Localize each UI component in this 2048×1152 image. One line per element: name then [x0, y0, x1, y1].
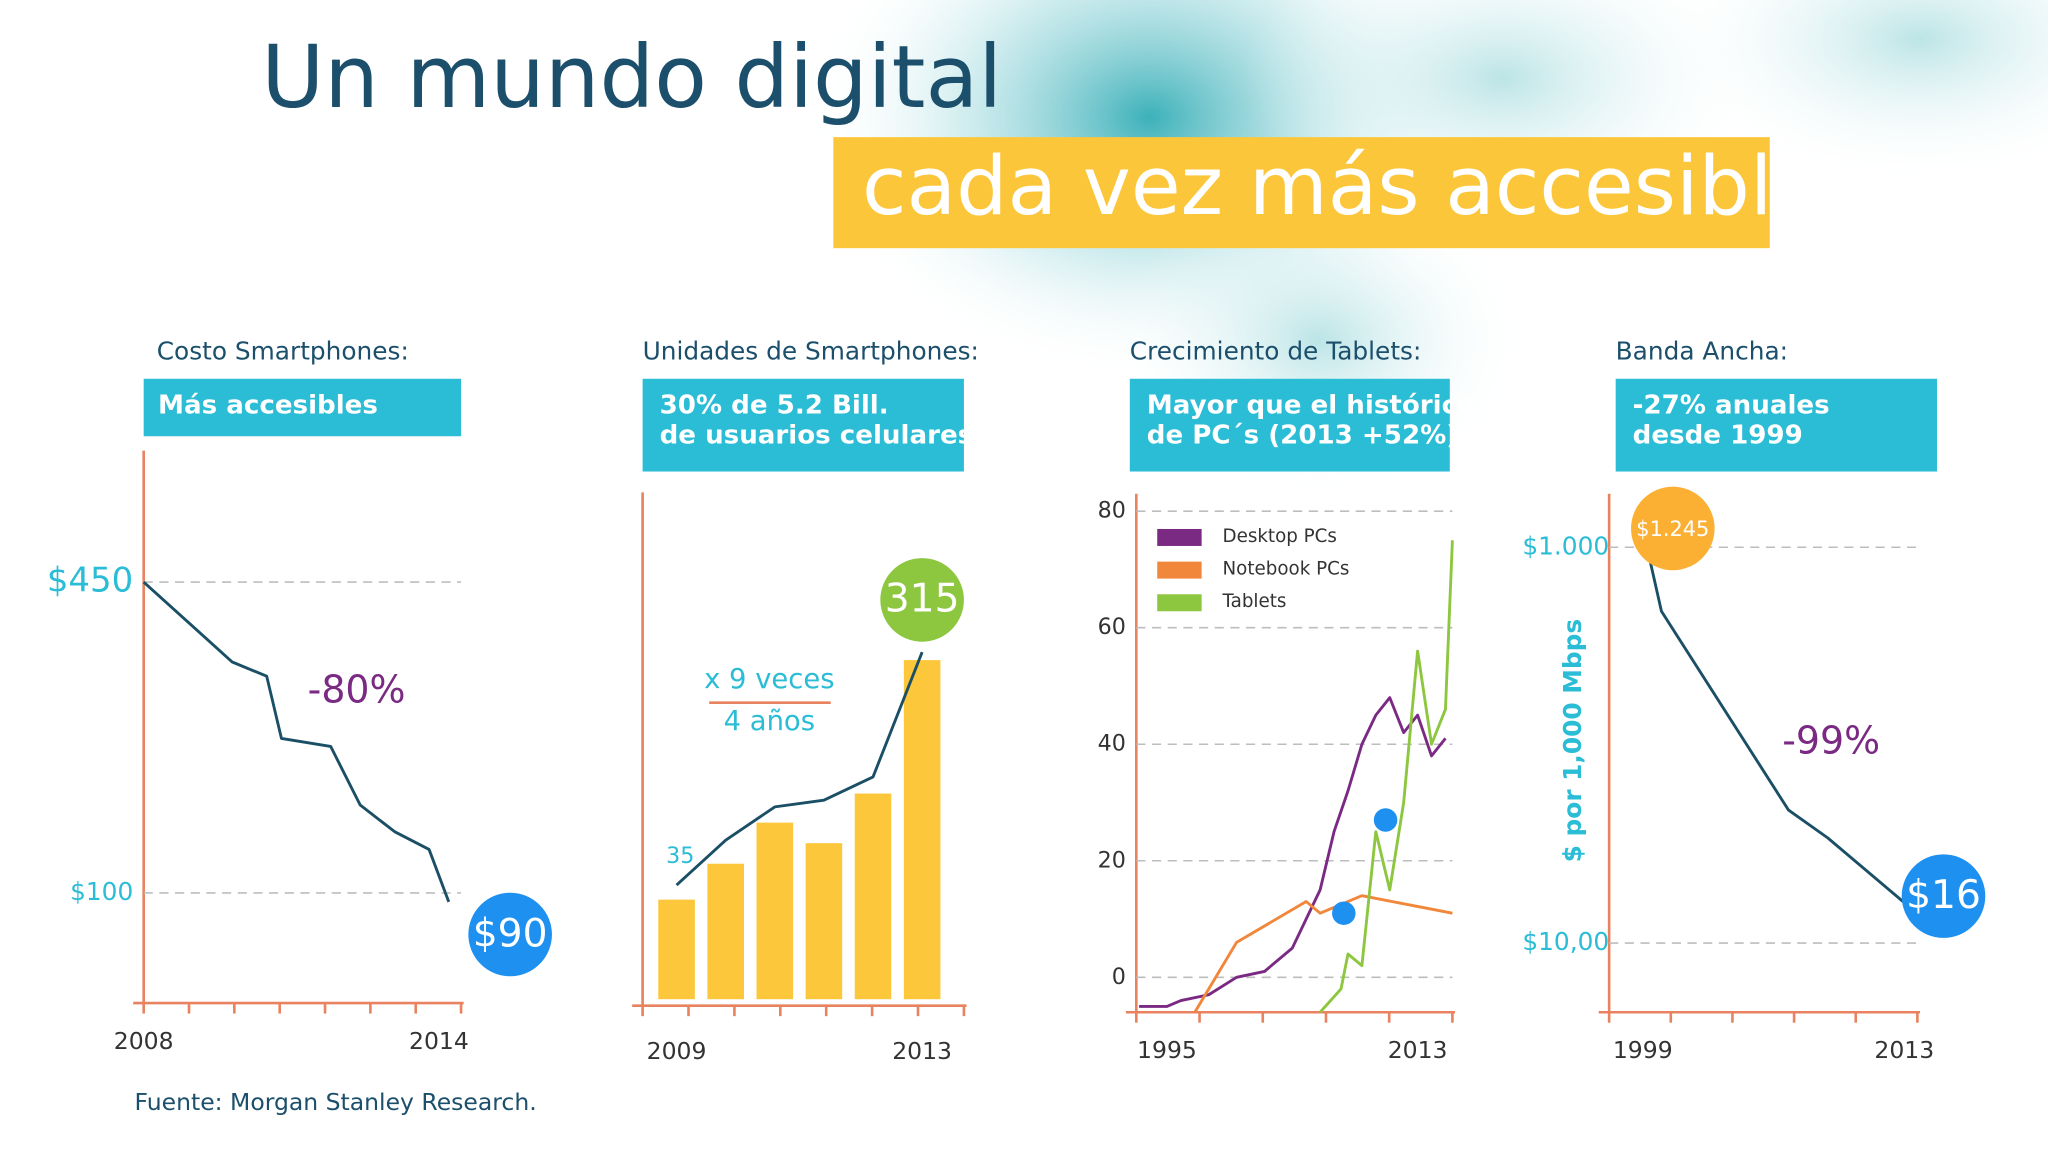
- y-tick-label: $1.000: [1522, 531, 1609, 560]
- bar: [903, 660, 941, 1000]
- bar: [707, 863, 744, 1000]
- chart-subtitle: desde 1999: [1633, 421, 1803, 451]
- legend-label: Notebook PCs: [1223, 558, 1350, 579]
- value-bubble: [468, 892, 552, 977]
- value-label: $16: [1906, 873, 1981, 918]
- value-label: 315: [885, 577, 960, 622]
- chart-subtitle: Mayor que el histórico: [1147, 391, 1475, 421]
- highlight-dot: [1332, 901, 1356, 925]
- x-tick-label: 2008: [114, 1027, 174, 1055]
- x-tick-label: 2013: [1388, 1036, 1448, 1064]
- line: [1641, 528, 1906, 904]
- subtitle-box: [143, 378, 462, 437]
- y-axis-label: $ por 1,000 Mbps: [1558, 619, 1587, 863]
- line: [142, 581, 451, 903]
- line: [1193, 894, 1453, 1013]
- subtitle-box: [642, 378, 964, 472]
- y-tick-label: $450: [47, 561, 133, 601]
- chart-subtitle: 30% de 5.2 Bill.: [660, 391, 889, 421]
- chart-title: Banda Ancha:: [1616, 337, 1788, 366]
- legend-swatch: [1157, 561, 1202, 579]
- subtitle-box: [833, 137, 1770, 249]
- value-label: $90: [473, 911, 548, 956]
- y-tick-label: 20: [1098, 847, 1126, 873]
- y-tick-label: 0: [1112, 964, 1126, 990]
- line: [1319, 540, 1454, 1014]
- chart-subtitle: Más accesibles: [158, 391, 378, 421]
- bar: [854, 793, 892, 1000]
- value-label: 35: [666, 843, 694, 869]
- y-tick-label: $10,00: [1522, 927, 1609, 956]
- highlight-dot: [1373, 808, 1398, 832]
- x-tick-label: 2013: [1874, 1036, 1934, 1064]
- line: [675, 651, 924, 887]
- bar: [756, 822, 794, 1000]
- bar: [805, 843, 843, 1000]
- y-tick-label: 80: [1098, 498, 1126, 524]
- chart-title: Costo Smartphones:: [157, 337, 409, 366]
- page-subtitle: cada vez más accesible_: [862, 140, 1864, 234]
- x-tick-label: 1999: [1613, 1036, 1673, 1064]
- y-tick-label: 40: [1098, 731, 1126, 757]
- x-tick-label: 2013: [892, 1037, 952, 1065]
- page-title: Un mundo digital: [261, 28, 1002, 128]
- chart-subtitle: de usuarios celulares: [660, 421, 974, 451]
- value-bubble: [1901, 854, 1986, 938]
- x-tick-label: 2009: [647, 1037, 707, 1065]
- y-tick-label: $100: [70, 877, 133, 906]
- legend-swatch: [1157, 594, 1202, 612]
- value-label: $1.245: [1636, 517, 1709, 541]
- legend-swatch: [1157, 528, 1202, 546]
- x-tick-label: 2014: [409, 1027, 469, 1055]
- annotation: 4 años: [724, 706, 815, 737]
- x-tick-label: 1995: [1137, 1036, 1197, 1064]
- legend-label: Desktop PCs: [1223, 526, 1337, 547]
- chart-subtitle: -27% anuales: [1633, 391, 1830, 421]
- chart-title: Crecimiento de Tablets:: [1130, 337, 1422, 366]
- bar: [658, 899, 695, 1000]
- value-bubble: [1631, 486, 1715, 571]
- y-tick-label: 60: [1098, 614, 1126, 640]
- source: Fuente: Morgan Stanley Research.: [135, 1088, 537, 1116]
- chart-subtitle: de PC´s (2013 +52%): [1147, 421, 1458, 451]
- annotation: x 9 veces: [704, 664, 834, 695]
- subtitle-box: [1129, 378, 1450, 472]
- chart-title: Unidades de Smartphones:: [643, 337, 979, 366]
- subtitle-box: [1615, 378, 1937, 472]
- annotation: -80%: [308, 668, 406, 712]
- value-bubble: [880, 558, 964, 642]
- annotation: -99%: [1782, 719, 1880, 763]
- legend-label: Tablets: [1222, 591, 1287, 612]
